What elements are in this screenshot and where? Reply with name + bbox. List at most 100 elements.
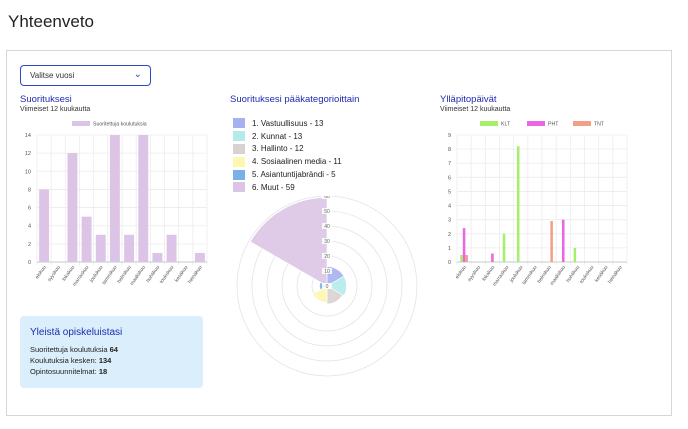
x-tick-label: elokuu xyxy=(34,265,47,281)
y-tick-label: 0 xyxy=(28,260,31,266)
y-tick-label: 6 xyxy=(28,206,31,212)
stats-card: Yleistä opiskeluistasi Suoritettuja koul… xyxy=(20,316,203,388)
bar xyxy=(39,189,50,262)
polar-tick-bg xyxy=(322,238,332,244)
y-tick-label: 8 xyxy=(28,187,31,193)
legend-label: 6. Muut - 59 xyxy=(252,182,295,192)
bar xyxy=(550,221,553,262)
stat-completed: Suoritettuja koulutuksia 64 xyxy=(30,344,203,355)
legend-item[interactable]: 4. Sosiaalinen media - 11 xyxy=(233,155,342,168)
stat-plans-label: Opintosuunnitelmat: xyxy=(30,367,97,376)
y-tick-label: 6 xyxy=(448,175,451,181)
bar xyxy=(109,135,120,262)
legend-swatch xyxy=(233,156,245,167)
y-tick-label: 5 xyxy=(448,189,451,195)
maintenance-title: Ylläpitopäivät xyxy=(440,94,497,105)
bar xyxy=(152,252,163,262)
y-tick-label: 7 xyxy=(448,161,451,167)
completions-subtitle: Viimeiset 12 kuukautta xyxy=(20,106,91,113)
polar-tick-label: 20 xyxy=(324,254,330,260)
legend-label: KLT xyxy=(501,122,511,128)
legend-item[interactable]: 6. Muut - 59 xyxy=(233,181,342,194)
bar xyxy=(124,234,135,262)
legend-swatch xyxy=(480,121,498,126)
y-tick-label: 10 xyxy=(25,169,31,175)
legend-swatch xyxy=(233,131,245,142)
y-tick-label: 4 xyxy=(28,224,31,230)
page-title: Yhteenveto xyxy=(8,12,95,31)
y-tick-label: 8 xyxy=(448,147,451,153)
y-tick-label: 12 xyxy=(25,151,31,157)
stat-in-progress: Koulutuksia kesken: 134 xyxy=(30,355,203,366)
legend-swatch xyxy=(233,169,245,180)
bar xyxy=(491,253,494,262)
polar-tick-bg xyxy=(322,223,332,229)
legend-label: PHT xyxy=(548,122,559,128)
y-tick-label: 0 xyxy=(448,260,451,266)
chevron-down-icon: ⌄ xyxy=(133,69,142,80)
polar-tick-bg xyxy=(322,208,332,214)
x-tick-label: syyskuu xyxy=(467,265,482,283)
polar-tick-label: 10 xyxy=(324,269,330,275)
legend-item[interactable]: 1. Vastuullisuus - 13 xyxy=(233,117,342,130)
bar xyxy=(465,254,468,262)
polar-tick-label: 0 xyxy=(326,284,329,290)
bar xyxy=(462,228,466,262)
legend-label: 3. Hallinto - 12 xyxy=(252,144,304,154)
legend-swatch xyxy=(527,121,545,126)
legend-label: 5. Asiantuntijabrändi - 5 xyxy=(252,170,336,180)
maintenance-subtitle: Viimeiset 12 kuukautta xyxy=(440,106,511,113)
bar xyxy=(516,146,520,262)
year-select[interactable]: Valitse vuosi ⌄ xyxy=(20,65,151,86)
stat-in-progress-value: 134 xyxy=(98,356,112,365)
x-tick-label: heinäkuu xyxy=(187,265,204,285)
x-tick-label: toukokuu xyxy=(159,265,176,285)
polar-tick-label: 50 xyxy=(324,209,330,215)
legend-item[interactable]: 5. Asiantuntijabrändi - 5 xyxy=(233,168,342,181)
bar xyxy=(67,153,78,262)
polar-tick-bg xyxy=(322,196,332,199)
stat-completed-label: Suoritettuja koulutuksia xyxy=(30,345,108,354)
bar xyxy=(138,135,149,262)
legend-label: TNT xyxy=(594,122,605,128)
summary-panel: Valitse vuosi ⌄ Suorituksesi Viimeiset 1… xyxy=(6,50,672,416)
legend-item[interactable]: 2. Kunnat - 13 xyxy=(233,130,342,143)
year-select-value: Valitse vuosi xyxy=(30,71,75,80)
y-tick-label: 2 xyxy=(28,242,31,248)
y-tick-label: 4 xyxy=(448,204,451,210)
categories-title: Suorituksesi pääkategorioittain xyxy=(230,94,360,105)
x-tick-label: elokuu xyxy=(454,265,467,281)
legend-label: 2. Kunnat - 13 xyxy=(252,131,303,141)
legend-item[interactable]: 3. Hallinto - 12 xyxy=(233,143,342,156)
bar xyxy=(460,254,463,262)
polar-slice xyxy=(312,285,328,303)
legend-swatch xyxy=(72,121,90,126)
bar xyxy=(95,234,106,262)
stats-title: Yleistä opiskeluistasi xyxy=(30,327,123,338)
legend-label: 4. Sosiaalinen media - 11 xyxy=(252,157,342,167)
stat-completed-value: 64 xyxy=(109,345,118,354)
polar-tick-label: 30 xyxy=(324,239,330,245)
bar xyxy=(81,216,92,262)
legend-swatch xyxy=(573,121,591,126)
polar-slice xyxy=(326,275,347,297)
x-tick-label: syyskuu xyxy=(47,265,62,283)
stat-in-progress-label: Koulutuksia kesken: xyxy=(30,356,97,365)
completions-title: Suorituksesi xyxy=(20,94,72,105)
legend-swatch xyxy=(233,118,245,129)
stat-plans: Opintosuunnitelmat: 18 xyxy=(30,366,203,377)
y-tick-label: 3 xyxy=(448,218,451,224)
x-tick-label: heinäkuu xyxy=(607,265,624,285)
legend-label: 1. Vastuullisuus - 13 xyxy=(252,118,324,128)
x-tick-label: tammikuu xyxy=(101,265,118,286)
polar-grid-circle xyxy=(236,196,418,377)
bar xyxy=(502,233,506,262)
bar xyxy=(194,252,205,262)
bar xyxy=(573,247,577,262)
polar-slice xyxy=(249,197,328,287)
polar-tick-bg xyxy=(322,268,332,274)
y-tick-label: 9 xyxy=(448,133,451,139)
y-tick-label: 14 xyxy=(25,133,31,139)
